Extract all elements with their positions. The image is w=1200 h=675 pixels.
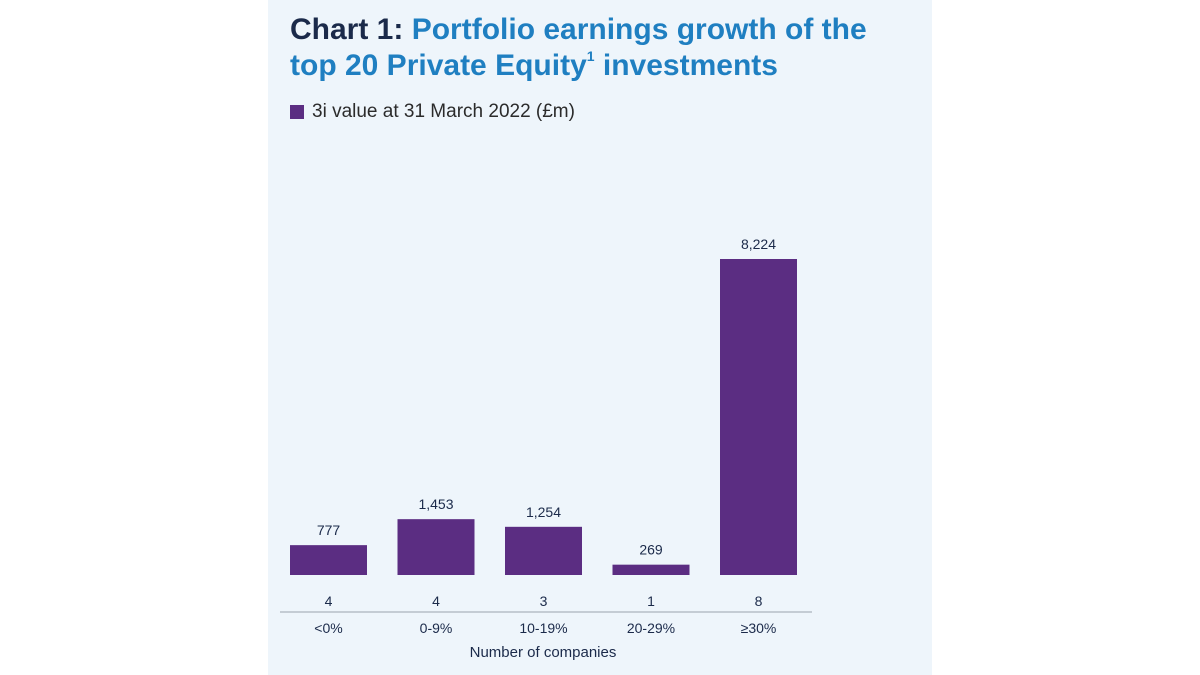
company-count-label: 1 [647, 593, 655, 609]
chart-legend: 3i value at 31 March 2022 (£m) [290, 101, 575, 123]
x-tick-label: ≥30% [741, 620, 777, 636]
footnote-marker: 1 [586, 48, 595, 64]
legend-swatch [290, 105, 304, 119]
bar [397, 519, 475, 575]
company-count-label: 4 [325, 593, 333, 609]
bar-value-label: 1,453 [418, 496, 453, 512]
chart-panel [268, 0, 932, 675]
bar-value-label: 777 [317, 522, 341, 538]
bar-value-label: 269 [639, 542, 663, 558]
x-tick-label: 20-29% [627, 620, 675, 636]
company-count-label: 3 [540, 593, 548, 609]
bar-value-label: 8,224 [741, 236, 776, 252]
chart-title: Chart 1: Portfolio earnings growth of th… [290, 12, 910, 84]
legend-label: 3i value at 31 March 2022 (£m) [312, 101, 575, 122]
chart-title-prefix: Chart 1: [290, 13, 404, 46]
x-tick-label: <0% [314, 620, 342, 636]
company-count-label: 4 [432, 593, 440, 609]
bar-value-label: 1,254 [526, 504, 561, 520]
x-tick-label: 10-19% [519, 620, 567, 636]
bar [720, 259, 797, 575]
chart-title-suffix: investments [602, 49, 778, 82]
x-axis-title: Number of companies [470, 644, 617, 661]
bar [612, 564, 690, 575]
bar [290, 545, 367, 575]
company-count-label: 8 [755, 593, 763, 609]
x-tick-label: 0-9% [420, 620, 453, 636]
chart-title-main: Portfolio earnings growth of the top 20 … [290, 13, 867, 82]
bar [505, 526, 582, 575]
